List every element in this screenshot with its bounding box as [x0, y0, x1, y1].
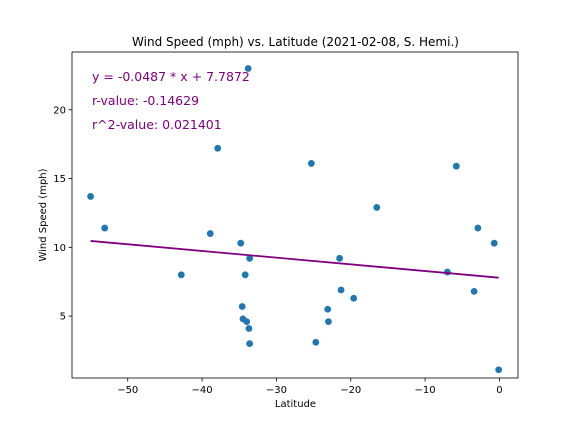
regression-equation: y = -0.0487 * x + 7.7872 — [92, 69, 250, 84]
data-point — [101, 224, 109, 232]
data-point — [214, 144, 222, 152]
data-point — [241, 271, 249, 279]
data-point — [350, 294, 358, 302]
data-point — [246, 254, 254, 262]
y-tick-label: 20 — [53, 105, 66, 116]
data-point — [336, 254, 343, 262]
y-axis-label: Wind Speed (mph) — [38, 168, 49, 261]
data-point — [490, 239, 498, 247]
axes-frame — [71, 51, 519, 379]
x-axis: −50 −40 −30 −20 −10 0 — [117, 378, 503, 396]
data-point — [324, 305, 332, 313]
data-point — [470, 287, 478, 295]
data-point — [325, 318, 332, 326]
y-axis: 5 10 15 20 — [53, 105, 72, 323]
x-tick-label: −20 — [340, 385, 361, 396]
x-tick-label: −40 — [192, 385, 213, 396]
data-point — [307, 160, 315, 167]
data-point — [337, 286, 345, 294]
data-point — [243, 318, 251, 326]
x-tick-label: −30 — [266, 385, 287, 396]
r-squared-label: r^2-value: 0.021401 — [92, 117, 222, 132]
regression-line — [90, 240, 499, 279]
data-point — [237, 239, 245, 247]
data-point — [474, 224, 482, 232]
data-point — [312, 338, 320, 346]
data-point — [244, 65, 252, 72]
data-point — [245, 325, 253, 332]
x-tick-label: −10 — [415, 385, 436, 396]
chart-title: Wind Speed (mph) vs. Latitude (2021-02-0… — [132, 35, 459, 49]
x-tick-label: −50 — [117, 385, 138, 396]
data-point — [246, 340, 254, 348]
data-point — [495, 366, 503, 374]
y-tick-label: 15 — [53, 174, 66, 185]
data-point — [177, 271, 185, 279]
r-value-label: r-value: -0.14629 — [92, 93, 199, 108]
y-tick-label: 10 — [53, 243, 66, 254]
plot-area — [87, 65, 503, 374]
data-point — [206, 230, 214, 237]
data-point — [452, 162, 460, 170]
data-point — [87, 193, 94, 200]
x-tick-label: 0 — [496, 385, 502, 396]
x-axis-label: Latitude — [275, 399, 316, 410]
data-point — [238, 303, 246, 310]
data-point — [373, 204, 381, 211]
y-tick-label: 5 — [60, 312, 66, 323]
